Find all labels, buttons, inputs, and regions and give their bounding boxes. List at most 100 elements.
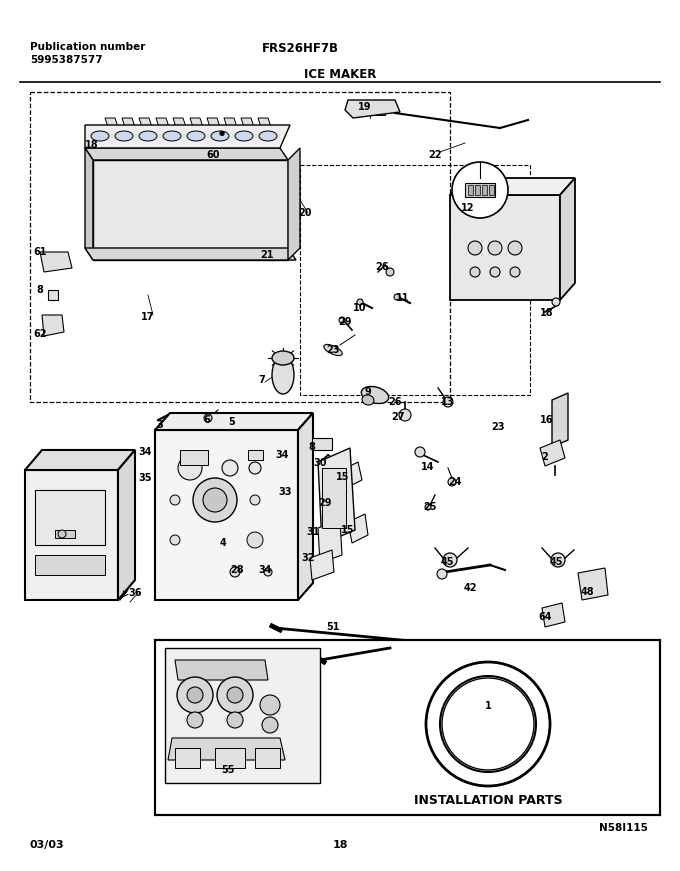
Text: FRS26HF7B: FRS26HF7B xyxy=(262,42,339,55)
Ellipse shape xyxy=(163,131,181,141)
Circle shape xyxy=(425,504,431,510)
Circle shape xyxy=(230,567,240,577)
Circle shape xyxy=(170,495,180,505)
Text: 34: 34 xyxy=(138,447,152,457)
Text: 29: 29 xyxy=(338,317,352,327)
Ellipse shape xyxy=(259,131,277,141)
Text: 18: 18 xyxy=(540,308,554,318)
Ellipse shape xyxy=(324,344,342,355)
Text: 27: 27 xyxy=(391,412,405,422)
Circle shape xyxy=(443,397,453,407)
Bar xyxy=(165,648,320,783)
Circle shape xyxy=(177,677,213,713)
Text: 51: 51 xyxy=(326,622,340,632)
Text: 20: 20 xyxy=(299,208,311,218)
Polygon shape xyxy=(175,660,268,680)
Bar xyxy=(175,748,200,768)
Polygon shape xyxy=(345,100,400,118)
Circle shape xyxy=(227,712,243,728)
Ellipse shape xyxy=(272,351,294,365)
Text: 14: 14 xyxy=(421,462,435,472)
Circle shape xyxy=(247,532,263,548)
Polygon shape xyxy=(318,520,342,563)
Text: 23: 23 xyxy=(491,422,505,432)
Circle shape xyxy=(58,530,66,538)
Polygon shape xyxy=(42,315,64,336)
Text: 7: 7 xyxy=(258,375,265,385)
Bar xyxy=(55,530,75,538)
Circle shape xyxy=(204,414,212,422)
Text: 1: 1 xyxy=(485,701,492,711)
Polygon shape xyxy=(85,248,296,260)
Bar xyxy=(352,103,374,115)
Bar xyxy=(180,450,208,465)
Text: 18: 18 xyxy=(85,140,99,150)
Text: 28: 28 xyxy=(231,565,244,575)
Text: 60: 60 xyxy=(206,150,220,160)
Text: 33: 33 xyxy=(278,487,292,497)
Circle shape xyxy=(490,267,500,277)
Circle shape xyxy=(551,553,565,567)
Polygon shape xyxy=(85,148,288,160)
Polygon shape xyxy=(105,118,119,130)
Polygon shape xyxy=(40,252,72,272)
Bar xyxy=(465,183,495,197)
Polygon shape xyxy=(578,568,608,600)
Polygon shape xyxy=(85,148,93,260)
Text: 26: 26 xyxy=(388,397,402,407)
Text: 30: 30 xyxy=(313,458,327,468)
Text: INSTALLATION PARTS: INSTALLATION PARTS xyxy=(413,793,562,807)
Circle shape xyxy=(510,267,520,277)
Polygon shape xyxy=(450,195,560,300)
Bar xyxy=(35,490,105,545)
Text: 34: 34 xyxy=(275,450,289,460)
Text: ICE MAKER: ICE MAKER xyxy=(304,68,376,81)
Circle shape xyxy=(415,447,425,457)
Text: 62: 62 xyxy=(33,329,47,339)
Circle shape xyxy=(399,409,411,421)
Polygon shape xyxy=(298,413,313,600)
Polygon shape xyxy=(122,118,136,130)
Polygon shape xyxy=(560,178,575,300)
Text: 31: 31 xyxy=(306,527,320,537)
Text: 36: 36 xyxy=(129,588,141,598)
Polygon shape xyxy=(540,440,565,466)
Polygon shape xyxy=(139,118,153,130)
Polygon shape xyxy=(552,393,568,447)
Circle shape xyxy=(178,456,202,480)
Circle shape xyxy=(187,712,203,728)
Bar xyxy=(215,748,245,768)
Polygon shape xyxy=(241,118,255,130)
Bar xyxy=(475,185,480,195)
Bar xyxy=(213,125,231,147)
Circle shape xyxy=(452,162,508,218)
Text: 24: 24 xyxy=(448,477,462,487)
Polygon shape xyxy=(118,450,135,600)
Text: 22: 22 xyxy=(428,150,442,160)
Polygon shape xyxy=(318,448,355,544)
Polygon shape xyxy=(342,462,362,488)
Text: N58I115: N58I115 xyxy=(599,823,648,833)
Circle shape xyxy=(339,317,345,323)
Text: 9: 9 xyxy=(364,387,371,397)
Circle shape xyxy=(448,478,456,486)
Circle shape xyxy=(222,460,238,476)
Circle shape xyxy=(203,488,227,512)
Circle shape xyxy=(250,495,260,505)
Circle shape xyxy=(394,294,400,300)
Polygon shape xyxy=(155,430,298,600)
Text: 32: 32 xyxy=(301,553,315,563)
Text: 61: 61 xyxy=(33,247,47,257)
Text: 34: 34 xyxy=(258,565,272,575)
Circle shape xyxy=(488,241,502,255)
Polygon shape xyxy=(25,450,135,470)
Ellipse shape xyxy=(91,131,109,141)
Text: 8: 8 xyxy=(309,442,316,452)
Text: 21: 21 xyxy=(260,250,274,260)
Text: 16: 16 xyxy=(540,415,554,425)
Ellipse shape xyxy=(115,131,133,141)
Text: 45: 45 xyxy=(549,557,563,567)
Text: 45: 45 xyxy=(440,557,454,567)
Circle shape xyxy=(437,569,447,579)
Polygon shape xyxy=(207,118,221,130)
